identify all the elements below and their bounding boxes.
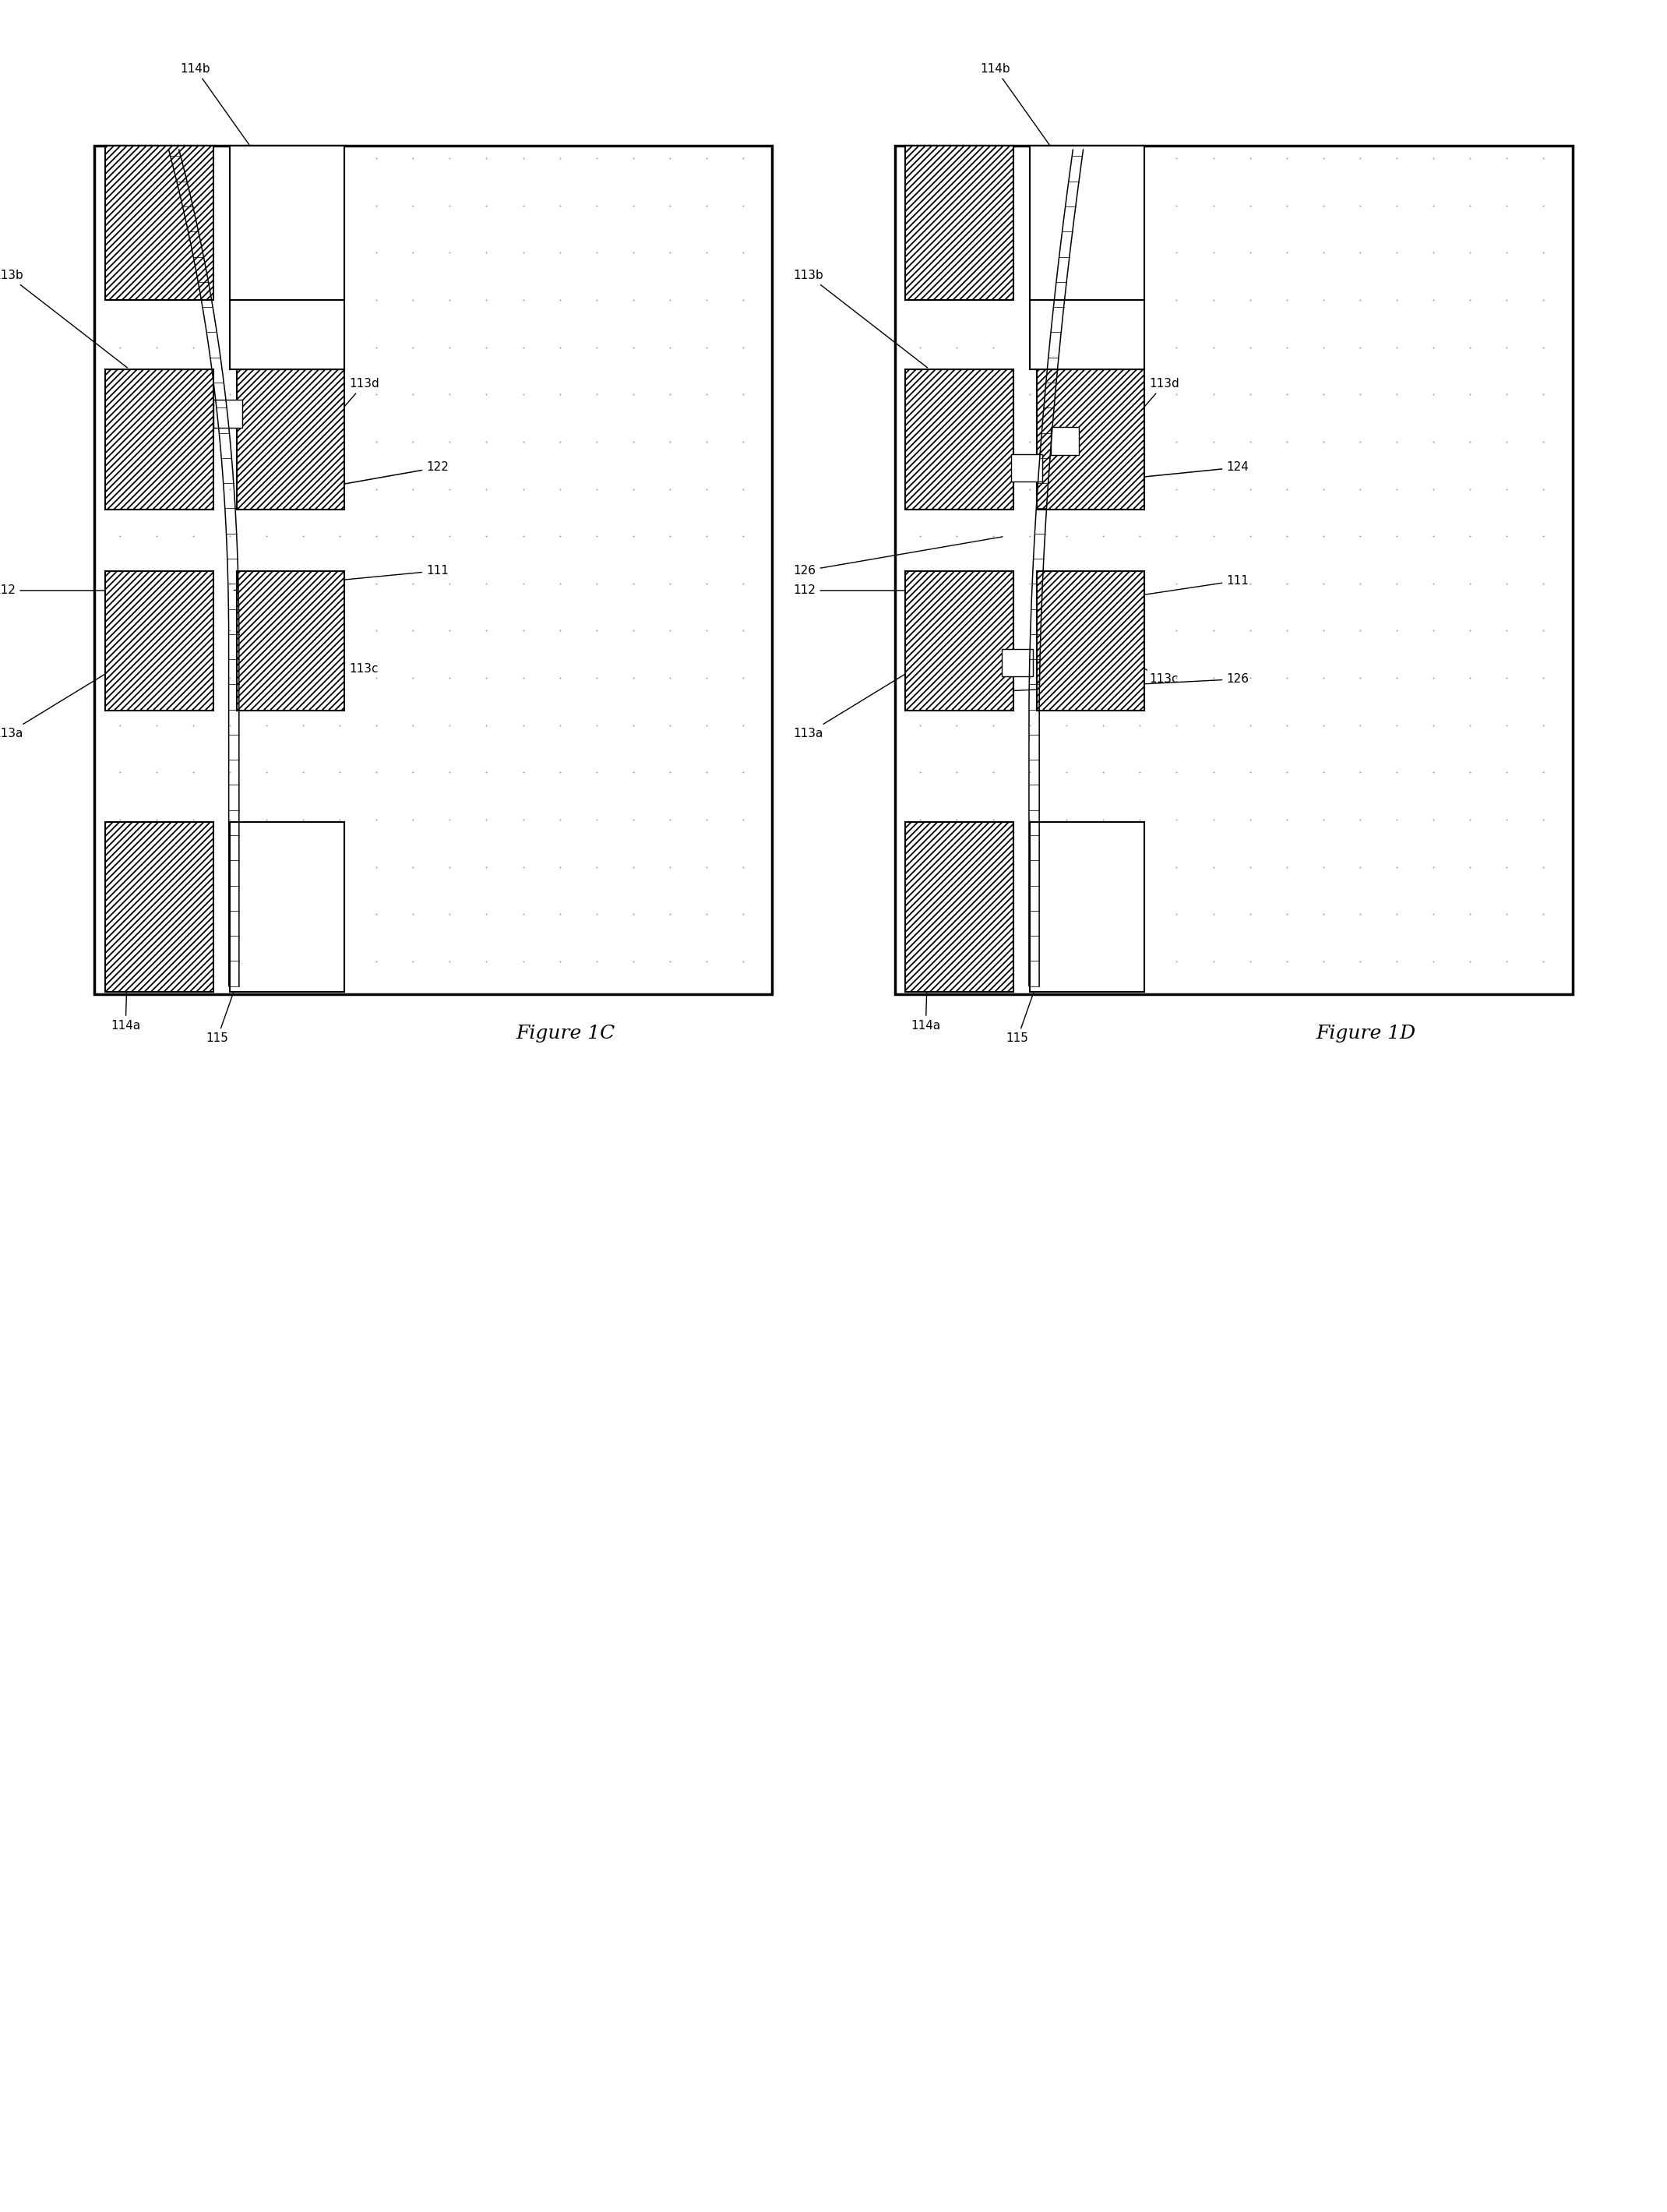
Text: 113b: 113b xyxy=(0,270,127,367)
Text: 115: 115 xyxy=(207,905,263,1044)
Bar xyxy=(237,571,343,710)
Bar xyxy=(1012,453,1042,482)
Text: 113d: 113d xyxy=(310,378,380,447)
Bar xyxy=(1002,648,1032,677)
Bar xyxy=(1030,301,1144,369)
Bar xyxy=(1052,427,1079,456)
Text: 126: 126 xyxy=(793,538,1002,577)
Bar xyxy=(105,146,213,301)
Bar xyxy=(905,571,1014,710)
Bar xyxy=(895,146,1572,993)
Text: 113a: 113a xyxy=(793,661,927,739)
Text: 112: 112 xyxy=(0,584,127,597)
Text: 113c: 113c xyxy=(1110,650,1179,686)
Text: 115: 115 xyxy=(1007,905,1064,1044)
Bar xyxy=(905,146,1014,301)
Text: 113a: 113a xyxy=(0,661,127,739)
Text: 113d: 113d xyxy=(1110,378,1180,447)
Text: 111: 111 xyxy=(233,564,448,591)
Text: 114a: 114a xyxy=(110,905,140,1031)
Bar xyxy=(905,369,1014,509)
Bar xyxy=(237,369,343,509)
Bar xyxy=(1037,571,1144,710)
Text: Figure 1C: Figure 1C xyxy=(515,1024,615,1042)
Bar xyxy=(105,823,213,993)
Text: 112: 112 xyxy=(793,584,927,597)
Bar xyxy=(105,369,213,509)
Bar xyxy=(1030,823,1144,993)
Text: 122: 122 xyxy=(247,462,448,502)
Bar xyxy=(1037,369,1144,509)
Bar xyxy=(1030,146,1144,301)
Bar xyxy=(230,301,343,369)
Text: 126: 126 xyxy=(1012,672,1249,690)
Text: 114b: 114b xyxy=(980,62,1070,175)
Text: 114b: 114b xyxy=(180,62,270,175)
Text: 113b: 113b xyxy=(793,270,927,367)
Bar xyxy=(95,146,772,993)
Text: Figure 1D: Figure 1D xyxy=(1315,1024,1415,1042)
Text: 114a: 114a xyxy=(910,905,940,1031)
Bar xyxy=(905,823,1014,993)
Text: 111: 111 xyxy=(1044,575,1249,611)
Bar xyxy=(105,571,213,710)
Text: 124: 124 xyxy=(1074,462,1249,487)
Bar xyxy=(230,146,343,301)
Text: 113c: 113c xyxy=(310,650,378,675)
Bar xyxy=(230,823,343,993)
Bar xyxy=(213,400,242,427)
